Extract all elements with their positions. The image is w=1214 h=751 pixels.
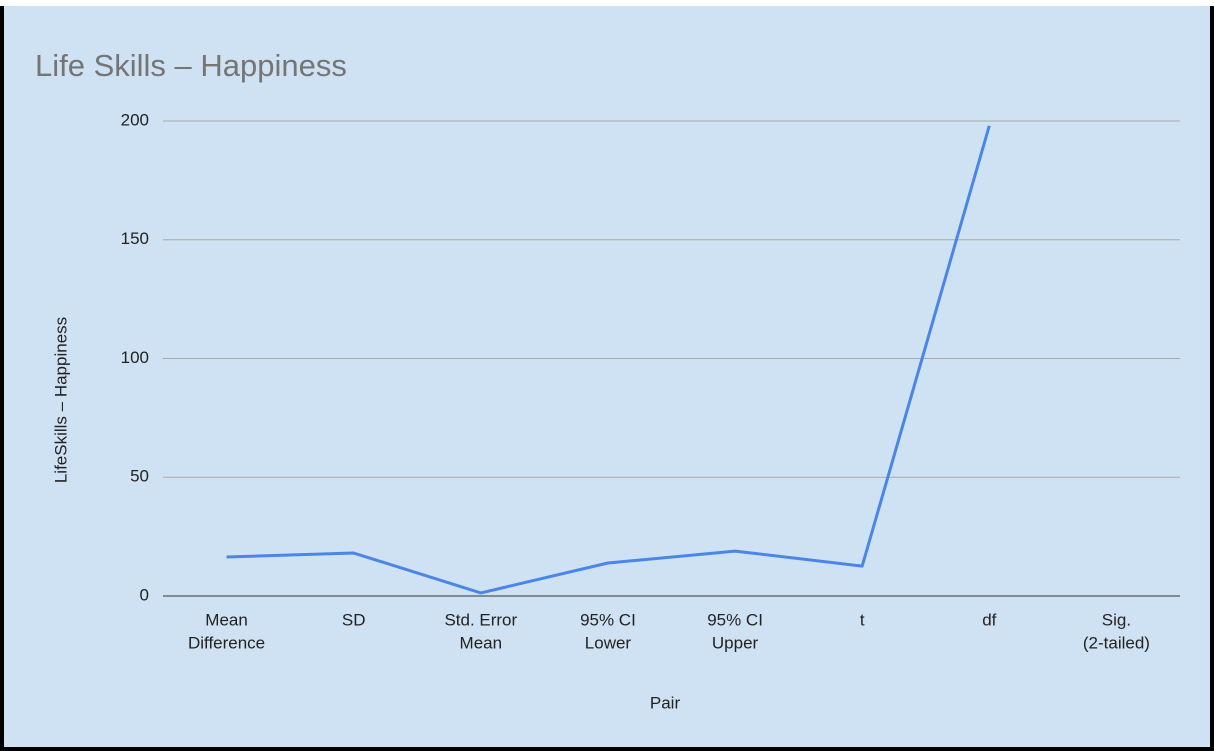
x-tick-label: Sig.	[1102, 610, 1131, 629]
x-tick-label: SD	[342, 610, 366, 629]
x-axis-label: Pair	[650, 693, 681, 712]
y-tick-label: 0	[140, 585, 149, 604]
x-tick-label: t	[860, 610, 865, 629]
x-tick-label: Std. Error	[444, 610, 517, 629]
chart-title: Life Skills – Happiness	[35, 48, 347, 83]
x-tick-label: df	[982, 610, 996, 629]
y-tick-label: 100	[121, 348, 149, 367]
chart-background	[4, 6, 1210, 747]
x-tick-label: Difference	[188, 633, 265, 652]
x-tick-label: Upper	[712, 633, 759, 652]
x-tick-label: (2-tailed)	[1083, 633, 1150, 652]
y-tick-label: 150	[121, 229, 149, 248]
y-tick-label: 200	[121, 110, 149, 129]
top-strip	[0, 0, 1214, 6]
x-tick-label: Mean	[460, 633, 503, 652]
data-line	[226, 125, 991, 595]
y-tick-label: 50	[130, 467, 149, 486]
x-tick-label: 95% CI	[707, 610, 763, 629]
x-tick-label: 95% CI	[580, 610, 636, 629]
x-tick-label: Lower	[585, 633, 632, 652]
x-tick-label: Mean	[205, 610, 248, 629]
y-axis-label: LifeSkills – Happiness	[51, 317, 70, 483]
